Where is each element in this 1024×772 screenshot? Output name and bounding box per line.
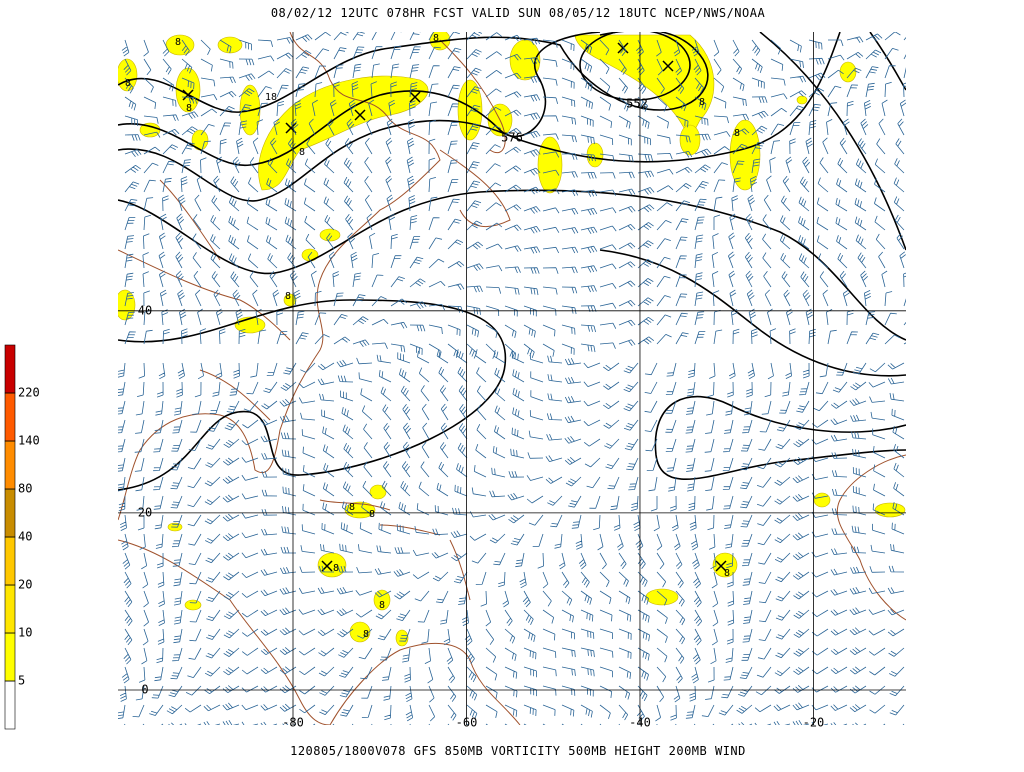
vorticity-label: 8 (299, 147, 305, 158)
vorticity-label: 8 (125, 78, 131, 89)
lon-label: -40 (629, 716, 651, 730)
colorbar-label: 220 (18, 386, 40, 400)
vorticity-label: 8 (363, 629, 369, 640)
vorticity-label: 8 (186, 103, 192, 114)
vorticity-label: 8 (175, 37, 181, 48)
low-centers (182, 42, 727, 572)
vorticity-label: 8 (333, 563, 339, 574)
vorticity-label: 8 (369, 509, 375, 520)
vorticity-label: 8 (285, 291, 291, 302)
vorticity-label: 8 (433, 33, 439, 44)
footer: 120805/1800V078 GFS 850MB VORTICITY 500M… (290, 744, 746, 758)
lon-label: -80 (282, 716, 304, 730)
colorbar-segment (4, 536, 16, 586)
vorticity-label: 18 (265, 92, 277, 103)
height-contours (118, 32, 906, 491)
barb-field (118, 32, 906, 725)
colorbar: 5 10 20 40 80 140 220 (4, 344, 40, 730)
height-label: 552 (626, 97, 648, 111)
vorticity-label: 8 (724, 568, 730, 579)
coastlines (118, 32, 906, 725)
colorbar-label: 20 (18, 578, 32, 592)
colorbar-label: 40 (18, 530, 32, 544)
colorbar-segment (4, 344, 16, 394)
vorticity-shading (118, 32, 906, 647)
vorticity-label: 8 (349, 502, 355, 513)
wind-barbs (118, 32, 906, 725)
vorticity-label: 8 (734, 128, 740, 139)
axis-labels: -80 -60 -40 -20 0 20 40 (138, 303, 825, 729)
lat-label: 40 (138, 303, 152, 317)
lat-label: 20 (138, 505, 152, 519)
vorticity-label: 8 (699, 97, 705, 108)
colorbar-label: 140 (18, 434, 40, 448)
colorbar-segment (4, 680, 16, 730)
colorbar-segment (4, 440, 16, 490)
lon-label: -60 (456, 716, 478, 730)
colorbar-segment (4, 632, 16, 682)
colorbar-segment (4, 584, 16, 634)
lon-label: -20 (803, 716, 825, 730)
vorticity-label: 8 (379, 600, 385, 611)
lat-label: 0 (141, 683, 148, 697)
lat-lon-grid (118, 32, 906, 725)
colorbar-label: 80 (18, 482, 32, 496)
colorbar-label: 5 (18, 674, 25, 688)
map-area: 552 576 8 8 8 18 8 8 8 8 8 8 8 8 8 8 8 (118, 32, 906, 725)
header: 08/02/12 12UTC 078HR FCST VALID SUN 08/0… (271, 6, 766, 20)
map-labels: 552 576 8 8 8 18 8 8 8 8 8 8 8 8 8 8 8 (125, 33, 740, 640)
colorbar-label: 10 (18, 626, 32, 640)
height-label: 576 (501, 131, 523, 145)
colorbar-segment (4, 392, 16, 442)
colorbar-segment (4, 488, 16, 538)
